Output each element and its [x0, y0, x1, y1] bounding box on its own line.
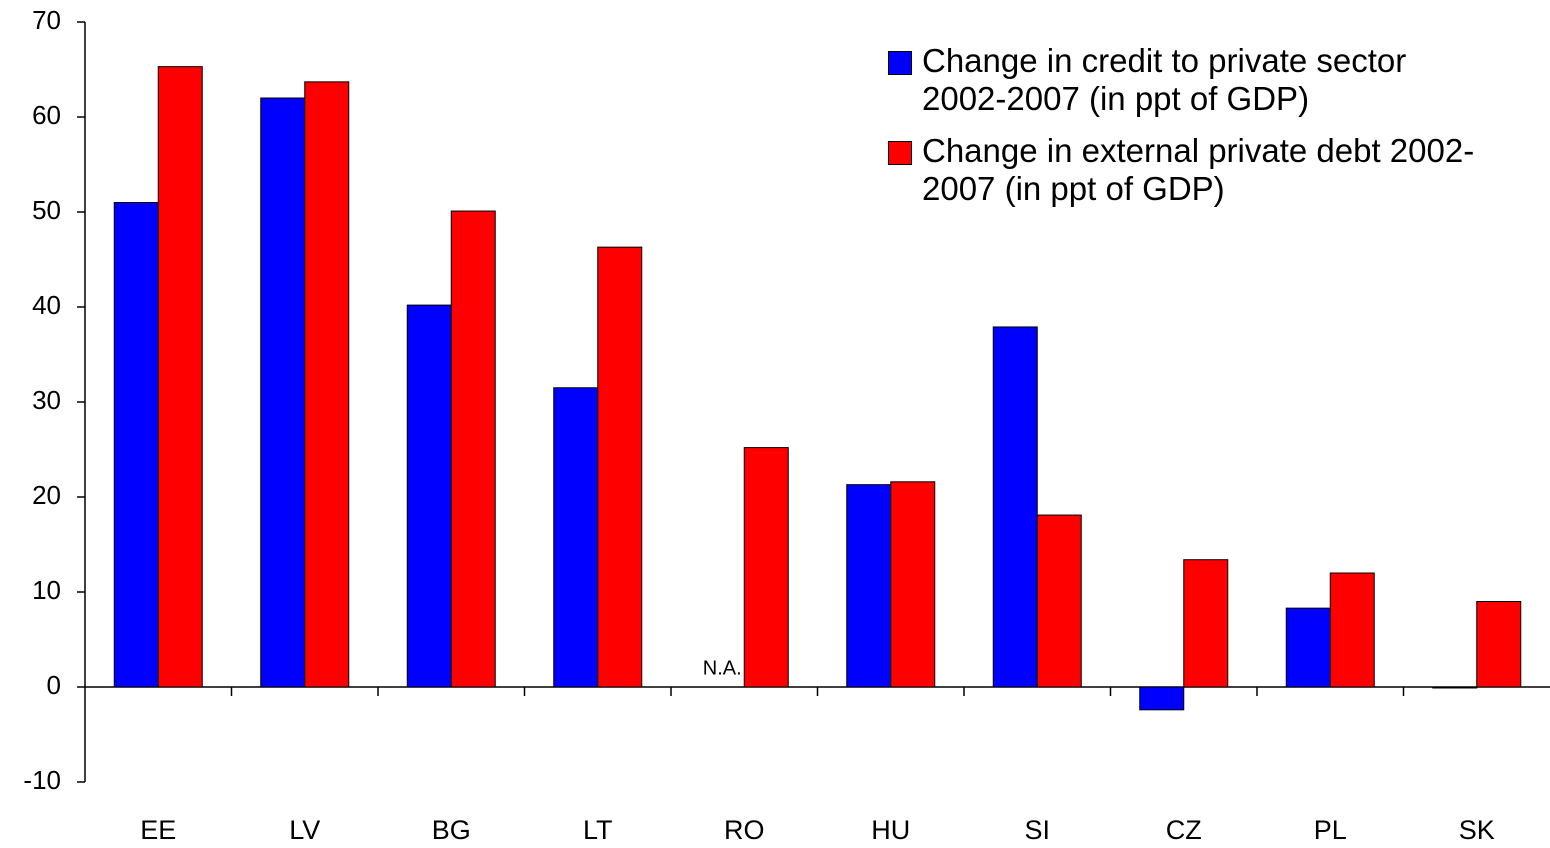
value-label: N.A. [703, 657, 742, 679]
bar [157, 66, 203, 688]
legend: Change in credit to private sector 2002-… [888, 42, 1488, 222]
x-tick-label: LT [583, 815, 613, 845]
bar [1432, 686, 1478, 689]
x-tick-label: SI [1024, 815, 1050, 845]
bar [846, 484, 892, 688]
x-tick-label: RO [724, 815, 765, 845]
bar [992, 326, 1038, 688]
bar [1036, 514, 1082, 688]
y-tick-label: 30 [32, 385, 61, 415]
x-tick-label: HU [871, 815, 910, 845]
legend-swatch [888, 141, 912, 165]
legend-swatch [888, 51, 912, 75]
y-tick-label: 70 [32, 5, 61, 35]
x-tick-label: EE [140, 815, 176, 845]
bar [260, 97, 306, 688]
bar [450, 210, 496, 688]
bar [890, 481, 936, 688]
bar [597, 246, 643, 688]
x-tick-label: SK [1459, 815, 1495, 845]
bar [113, 202, 159, 688]
x-tick-label: LV [289, 815, 320, 845]
bar [1329, 572, 1375, 688]
y-tick-label: 50 [32, 195, 61, 225]
y-tick-label: 10 [32, 575, 61, 605]
bar [1183, 559, 1229, 688]
x-tick-label: BG [432, 815, 471, 845]
y-tick-label: 60 [32, 100, 61, 130]
legend-label: Change in credit to private sector 2002-… [922, 42, 1407, 117]
legend-item: Change in external private debt 2002-200… [888, 132, 1488, 208]
y-tick-label: 20 [32, 480, 61, 510]
y-tick-label: 40 [32, 290, 61, 320]
y-tick-label: 0 [47, 670, 61, 700]
bar [553, 387, 599, 688]
legend-label: Change in external private debt 2002-200… [922, 132, 1475, 207]
x-tick-label: PL [1314, 815, 1347, 845]
y-tick-label: -10 [23, 765, 61, 795]
bar [304, 81, 350, 688]
bar [1285, 607, 1331, 688]
bar [1476, 601, 1522, 688]
bar [406, 304, 452, 688]
x-tick-label: CZ [1166, 815, 1202, 845]
bar [1139, 686, 1185, 711]
legend-item: Change in credit to private sector 2002-… [888, 42, 1488, 118]
bar [743, 447, 789, 688]
